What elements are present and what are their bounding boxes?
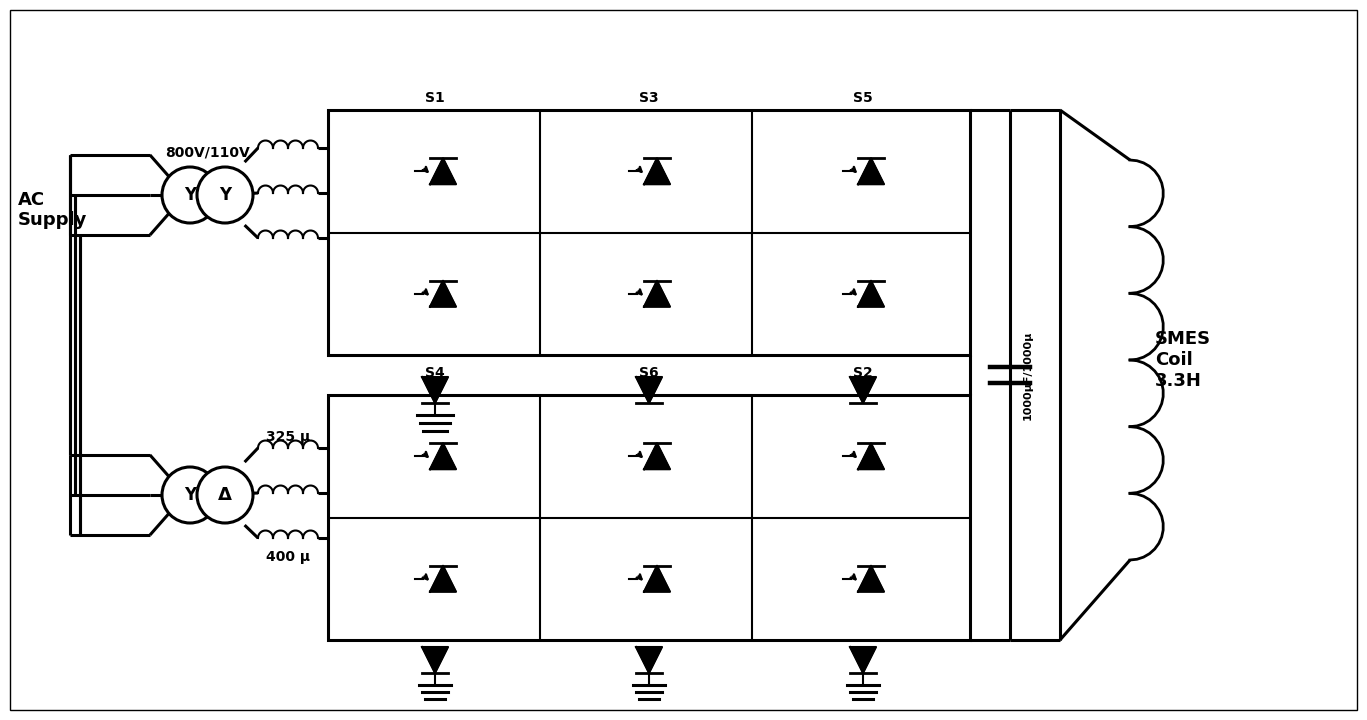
Polygon shape xyxy=(850,377,876,403)
Circle shape xyxy=(163,167,217,223)
Polygon shape xyxy=(636,377,662,403)
Polygon shape xyxy=(636,647,662,673)
Polygon shape xyxy=(431,566,457,592)
Text: Δ: Δ xyxy=(219,486,232,504)
Circle shape xyxy=(163,467,217,523)
Polygon shape xyxy=(644,444,670,469)
Text: Y: Y xyxy=(219,186,231,204)
Polygon shape xyxy=(422,647,448,673)
Text: 800V/110V: 800V/110V xyxy=(165,145,250,159)
Text: S6: S6 xyxy=(640,366,659,380)
Text: 325 μ: 325 μ xyxy=(267,430,310,444)
Polygon shape xyxy=(644,158,670,184)
Text: Y: Y xyxy=(185,486,195,504)
Polygon shape xyxy=(431,444,457,469)
Polygon shape xyxy=(431,158,457,184)
Polygon shape xyxy=(858,281,884,307)
Polygon shape xyxy=(858,566,884,592)
Text: S2: S2 xyxy=(853,366,874,380)
Circle shape xyxy=(197,467,253,523)
Polygon shape xyxy=(644,566,670,592)
Polygon shape xyxy=(850,647,876,673)
Text: SMES
Coil
3.3H: SMES Coil 3.3H xyxy=(1155,330,1211,390)
Polygon shape xyxy=(858,444,884,469)
Polygon shape xyxy=(644,281,670,307)
Text: AC
Supply: AC Supply xyxy=(18,191,87,230)
Text: 400 μ: 400 μ xyxy=(267,550,310,564)
Polygon shape xyxy=(431,281,457,307)
Bar xyxy=(328,395,971,640)
Polygon shape xyxy=(422,377,448,403)
Bar xyxy=(328,110,971,355)
Text: S4: S4 xyxy=(425,366,444,380)
Text: S5: S5 xyxy=(853,91,874,105)
Polygon shape xyxy=(858,158,884,184)
Text: 1000μF/1000μ: 1000μF/1000μ xyxy=(1023,330,1033,420)
Text: Y: Y xyxy=(185,186,195,204)
Text: S3: S3 xyxy=(640,91,659,105)
Circle shape xyxy=(197,167,253,223)
Text: S1: S1 xyxy=(425,91,444,105)
